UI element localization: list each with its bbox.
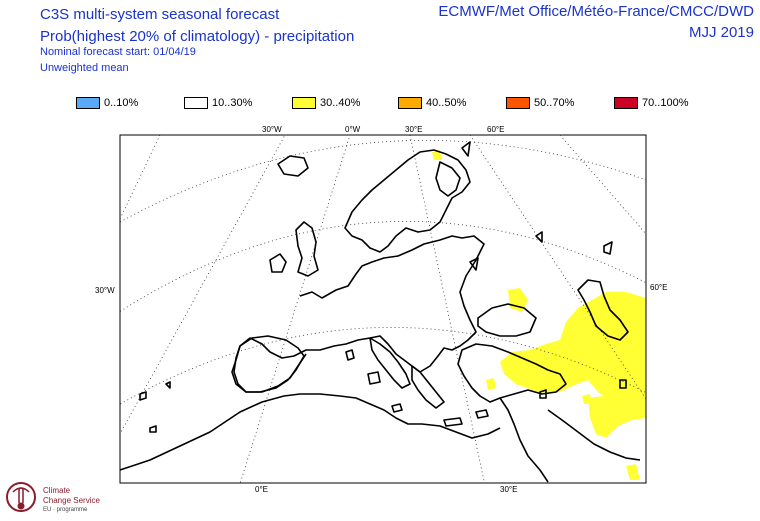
forecast-start: Nominal forecast start: 01/04/19: [40, 46, 196, 58]
legend-item-50-70: 50..70%: [506, 96, 574, 110]
lon-label-top: 0°W: [345, 125, 361, 134]
lat-label-left: 30°W: [95, 286, 115, 295]
period-label: MJJ 2019: [688, 24, 754, 41]
legend-swatch: [398, 97, 422, 109]
logo-line2: Change Service: [43, 496, 100, 505]
climate-service-icon: [6, 482, 36, 512]
legend-label: 10..30%: [212, 97, 253, 109]
logo-line1: Climate: [43, 486, 71, 495]
map-title: C3S multi-system seasonal forecast: [40, 6, 280, 23]
mean-type: Unweighted mean: [40, 62, 129, 74]
logo-line3: EU · programme: [43, 507, 88, 513]
lon-label-top: 30°W: [262, 125, 282, 134]
centres-label: ECMWF/Met Office/Météo-France/CMCC/DWD: [438, 3, 754, 20]
legend-swatch: [292, 97, 316, 109]
lon-label-top: 60°E: [487, 125, 504, 134]
coastlines: [120, 141, 641, 483]
legend-item-70-100: 70..100%: [614, 96, 688, 110]
legend-item-40-50: 40..50%: [398, 96, 466, 110]
copernicus-logo: Climate Change Service EU · programme: [5, 478, 105, 518]
map-frame: [119, 134, 647, 484]
legend-label: 30..40%: [320, 97, 361, 109]
legend-item-30-40: 30..40%: [292, 96, 360, 110]
graticule: [120, 135, 646, 483]
legend-swatch: [184, 97, 208, 109]
legend-item-0-10: 0..10%: [76, 96, 138, 110]
map-subtitle: Prob(highest 20% of climatology) - preci…: [40, 28, 355, 45]
legend-label: 70..100%: [642, 97, 689, 109]
legend-item-10-30: 10..30%: [184, 96, 252, 110]
legend-label: 40..50%: [426, 97, 467, 109]
legend-label: 0..10%: [104, 97, 139, 109]
legend-swatch: [614, 97, 638, 109]
lon-label-top: 30°E: [405, 125, 422, 134]
lon-label-bottom: 0°E: [255, 485, 268, 494]
legend-label: 50..70%: [534, 97, 575, 109]
legend-swatch: [506, 97, 530, 109]
lon-label-bottom: 30°E: [500, 485, 517, 494]
lat-label-right: 60°E: [650, 283, 667, 292]
legend-swatch: [76, 97, 100, 109]
